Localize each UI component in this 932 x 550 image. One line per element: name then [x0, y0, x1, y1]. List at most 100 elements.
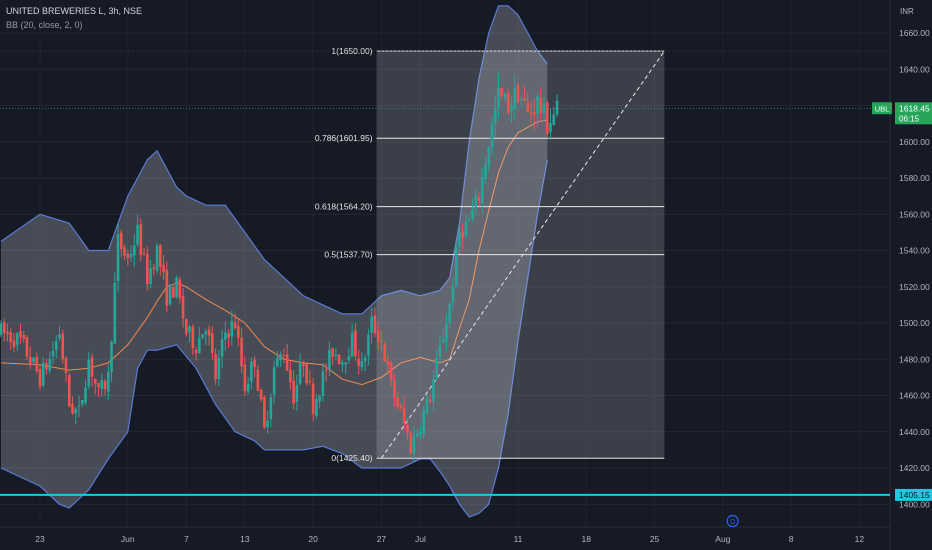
candle-body	[497, 87, 500, 109]
candle-body	[237, 326, 240, 339]
candle-body	[67, 375, 71, 407]
candle-body	[419, 431, 422, 436]
candle-body	[149, 268, 152, 285]
candle-body	[71, 403, 74, 414]
candle-body	[32, 357, 35, 363]
time-tick-label: 12	[855, 534, 865, 544]
candle-body	[324, 370, 328, 372]
indicator-legend[interactable]: BB (20, close, 2, 0)	[6, 20, 83, 30]
candle-body	[383, 344, 386, 362]
candle-body	[402, 407, 406, 424]
candle-body	[90, 357, 94, 377]
time-tick-label: 25	[650, 534, 660, 544]
candle-body	[315, 399, 318, 417]
time-tick-label: Jul	[415, 534, 426, 544]
time-tick-label: 11	[514, 534, 523, 544]
candle-body	[220, 339, 224, 357]
dividend-event-icon	[726, 514, 739, 528]
candle-body	[487, 147, 491, 166]
price-tick-label: 1440.00	[899, 427, 930, 437]
candle-body	[84, 387, 87, 403]
candle-body	[240, 337, 243, 367]
candle-body	[360, 361, 364, 368]
candle-body	[38, 368, 42, 387]
candle-body	[181, 295, 185, 319]
price-axis[interactable]: INR 1400.00 1420.00 1440.00 1460.00 1480.00 15…	[872, 7, 932, 509]
candle-body	[542, 103, 546, 114]
bb-lower-line	[0, 159, 548, 518]
candle-body	[471, 209, 474, 219]
candle-body	[19, 331, 22, 338]
candle-body	[227, 333, 230, 338]
candle-body	[308, 380, 312, 382]
candle-body	[48, 358, 52, 371]
candle-body	[493, 108, 497, 124]
candle-body	[250, 361, 253, 382]
price-tick-label: 1480.00	[899, 354, 930, 364]
fib-level-label: 0.786(1601.95)	[315, 133, 373, 143]
candle-body	[54, 340, 58, 351]
fibonacci-retracement[interactable]: 1(1650.00)0.786(1601.95)0.618(1564.20)0.…	[315, 46, 665, 463]
candle-body	[386, 361, 390, 366]
candle-body	[119, 232, 123, 250]
candle-body	[328, 349, 331, 370]
candle-body	[25, 337, 29, 357]
candle-body	[337, 354, 341, 364]
candle-body	[500, 88, 504, 97]
candle-body	[467, 220, 471, 222]
candle-body	[432, 378, 435, 401]
candle-body	[211, 333, 214, 354]
candle-body	[214, 353, 217, 380]
candle-body	[191, 326, 195, 349]
candle-body	[519, 99, 523, 101]
candle-body	[292, 380, 295, 404]
candle-body	[331, 348, 334, 357]
time-tick-label: Jun	[121, 534, 135, 544]
candle-body	[513, 87, 517, 109]
currency-label: INR	[900, 7, 914, 16]
candle-body	[370, 316, 373, 333]
candle-body	[162, 265, 165, 273]
candle-body	[201, 334, 204, 339]
candle-body	[305, 363, 308, 384]
candle-body	[285, 354, 289, 371]
time-tick-label: 13	[240, 534, 250, 544]
candle-body	[129, 253, 133, 258]
candle-body	[445, 323, 448, 342]
symbol-title: UNITED BREWERIES L, 3h, NSE	[6, 6, 143, 16]
candle-body	[217, 357, 221, 379]
candle-body	[490, 123, 494, 148]
candle-body	[194, 349, 198, 354]
candle-body	[464, 221, 468, 237]
candle-body	[224, 332, 227, 340]
candle-body	[41, 362, 45, 386]
candle-body	[276, 357, 279, 367]
ticker-label: UBL	[875, 104, 890, 113]
candle-body	[253, 359, 256, 368]
candle-body	[506, 92, 510, 113]
candle-body	[159, 245, 162, 268]
candle-body	[412, 435, 416, 455]
last-price-value: 1618.45	[899, 103, 930, 113]
candle-body	[110, 341, 113, 372]
candle-body	[474, 195, 478, 209]
candle-body	[523, 97, 526, 102]
candle-body	[61, 333, 65, 360]
time-tick-label: 18	[582, 534, 592, 544]
candle-body	[357, 358, 360, 366]
candle-body	[393, 380, 396, 398]
candle-body	[334, 354, 338, 357]
candle-body	[282, 355, 286, 357]
candle-body	[428, 399, 432, 402]
candle-body	[123, 247, 126, 256]
bb-band-fill	[1, 5, 548, 517]
price-tick-label: 1420.00	[899, 463, 930, 473]
price-tick-label: 1460.00	[899, 391, 930, 401]
candle-body	[399, 405, 403, 409]
candle-body	[448, 303, 452, 323]
candle-body	[389, 363, 393, 381]
candle-body	[178, 279, 182, 299]
time-axis[interactable]: 23 Jun 7 13 20 27 Jul 11 18 25 Aug 8 12	[35, 534, 864, 544]
